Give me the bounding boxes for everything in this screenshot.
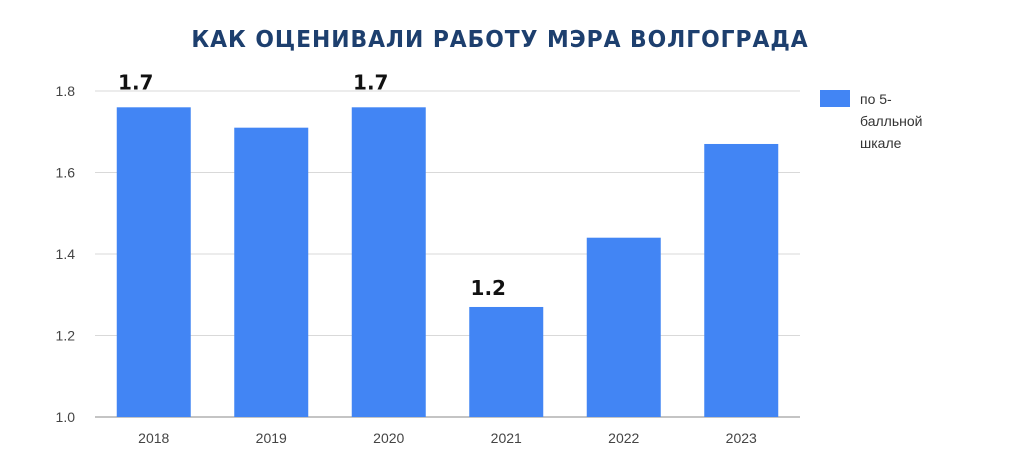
y-tick-label: 1.0 (56, 409, 76, 425)
y-tick-label: 1.4 (56, 246, 76, 262)
y-tick-label: 1.8 (56, 83, 76, 99)
x-tick-label: 2018 (138, 430, 169, 446)
bar-2021 (469, 306, 544, 417)
bar-2022 (586, 237, 661, 417)
data-label: 1.2 (471, 276, 506, 300)
chart-title: КАК ОЦЕНИВАЛИ РАБОТУ МЭРА ВОЛГОГРАДА (191, 27, 809, 53)
bar-2020 (351, 107, 426, 418)
data-label: 1.7 (353, 70, 388, 94)
legend-label: шкале (860, 135, 902, 151)
x-tick-label: 2022 (608, 430, 639, 446)
x-tick-label: 2019 (256, 430, 287, 446)
legend-swatch (820, 90, 850, 107)
bar-2019 (234, 127, 309, 418)
legend-label: балльной (860, 113, 922, 129)
x-tick-label: 2023 (726, 430, 757, 446)
y-tick-label: 1.6 (56, 165, 76, 181)
legend-label: по 5- (860, 91, 892, 107)
bar-2023 (704, 143, 779, 417)
x-tick-label: 2020 (373, 430, 404, 446)
data-label: 1.7 (118, 70, 153, 94)
y-tick-label: 1.2 (56, 328, 76, 344)
x-tick-label: 2021 (491, 430, 522, 446)
bar-2018 (116, 107, 191, 418)
